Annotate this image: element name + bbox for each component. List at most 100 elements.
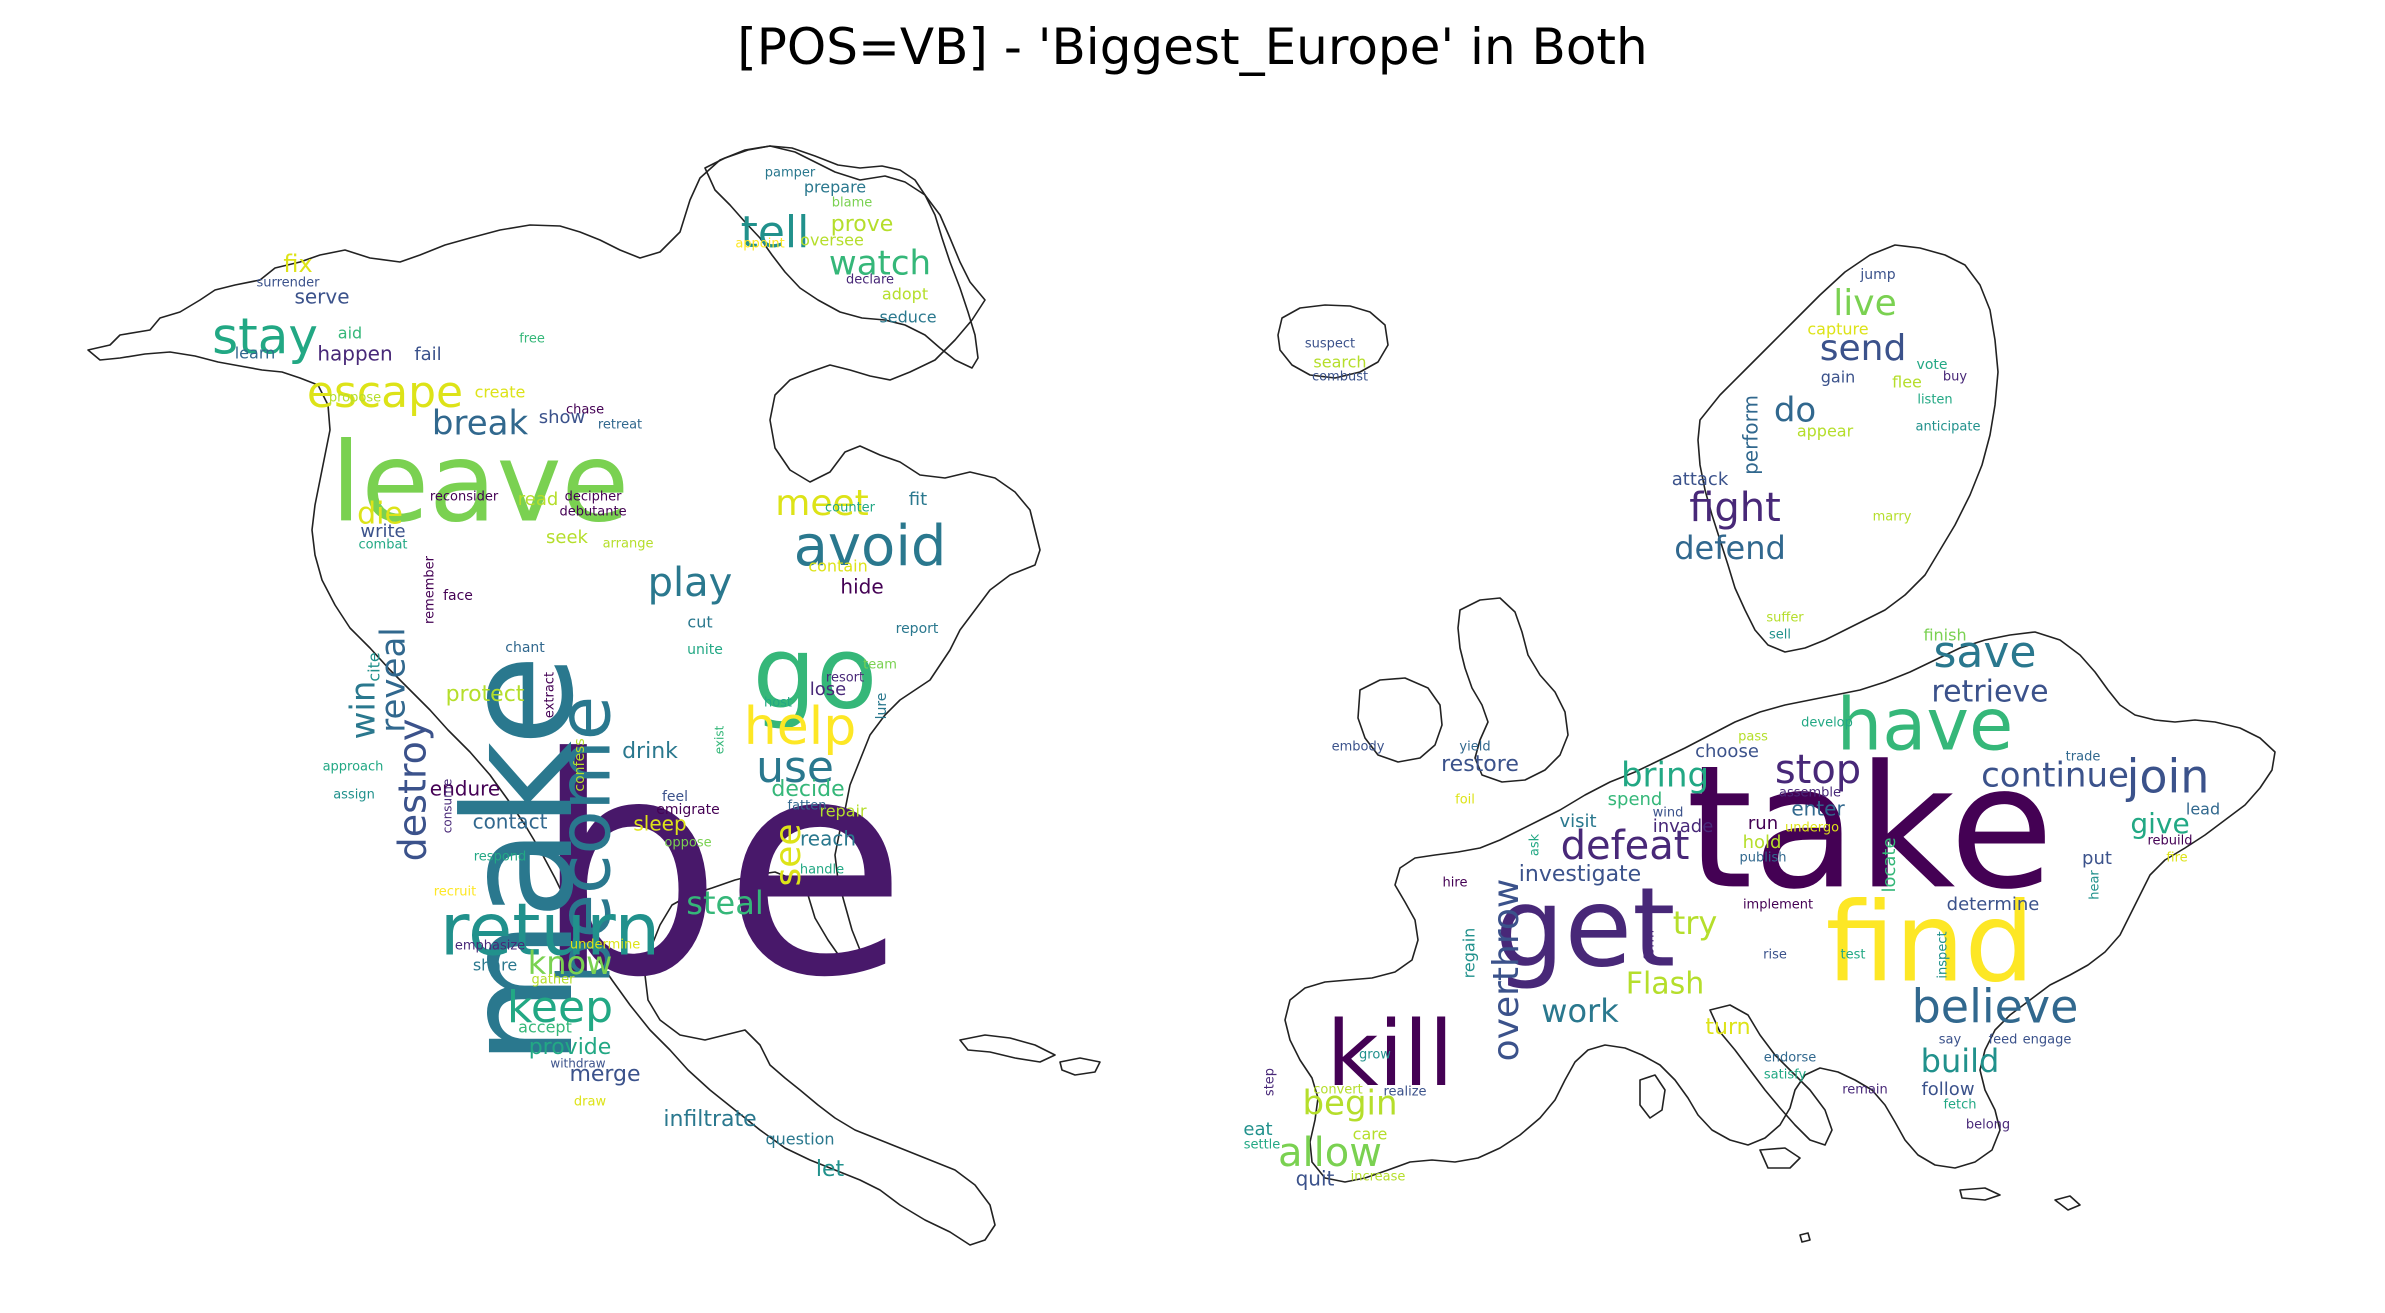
word-blame: blame — [832, 196, 873, 211]
word-handle: handle — [800, 863, 844, 878]
word-belong: belong — [1966, 1118, 2010, 1133]
word-quit: quit — [1296, 1167, 1335, 1191]
word-leave: leave — [331, 418, 629, 546]
word-help: help — [744, 697, 856, 757]
word-counter: counter — [825, 501, 876, 516]
word-search: search — [1313, 353, 1366, 372]
word-free: free — [519, 332, 545, 347]
word-let: let — [816, 1157, 845, 1182]
word-enter: enter — [1791, 797, 1845, 821]
word-say: say — [1939, 1033, 1962, 1048]
word-lose: lose — [810, 679, 846, 700]
word-make: make — [433, 654, 607, 1066]
word-lead: lead — [2186, 800, 2220, 819]
word-watch: watch — [829, 244, 931, 284]
great-britain-outline — [1457, 597, 1569, 783]
cyprus-outline — [2054, 1195, 2081, 1211]
word-regain: regain — [1460, 928, 1479, 979]
word-increase: increase — [1351, 1170, 1406, 1185]
word-adopt: adopt — [882, 285, 928, 304]
word-invade: invade — [1653, 816, 1714, 837]
word-listen: listen — [1917, 393, 1952, 408]
word-prove: prove — [831, 212, 894, 237]
word-live: live — [1833, 283, 1896, 324]
word-resort: resort — [826, 671, 864, 686]
word-overthrow: overthrow — [1486, 879, 1527, 1062]
malta-outline — [1799, 1232, 1811, 1243]
word-gather: gather — [532, 973, 576, 988]
word-remain: remain — [1842, 1083, 1888, 1098]
word-choose: choose — [1695, 741, 1759, 762]
word-gain: gain — [1821, 368, 1856, 387]
word-chant: chant — [505, 640, 545, 656]
word-suspect: suspect — [1305, 337, 1355, 352]
word-go: go — [753, 614, 878, 731]
word-fetch: fetch — [1943, 1098, 1976, 1113]
word-realize: realize — [1383, 1085, 1426, 1100]
word-put: put — [2082, 848, 2112, 869]
word-recruit: recruit — [434, 885, 477, 900]
word-run: run — [1748, 813, 1778, 834]
word-be: be — [533, 694, 908, 1043]
word-retrieve: retrieve — [1931, 675, 2048, 710]
word-fit: fit — [909, 489, 927, 510]
caribbean-outline — [959, 1034, 1056, 1063]
word-oversee: oversee — [800, 231, 864, 250]
word-withdraw: withdraw — [550, 1057, 605, 1071]
word-join: join — [2126, 750, 2210, 804]
word-publish: publish — [1740, 851, 1787, 866]
map-outlines — [87, 145, 2276, 1246]
word-decipher: decipher — [565, 490, 622, 505]
hispaniola-outline — [1059, 1057, 1101, 1076]
word-build: build — [1921, 1042, 2000, 1080]
word-ask: ask — [1528, 833, 1543, 856]
word-pamper: pamper — [765, 166, 816, 181]
word-win: win — [344, 681, 384, 740]
word-question: question — [765, 1130, 834, 1149]
word-feed: feed — [1989, 1033, 2018, 1048]
word-turn: turn — [1705, 1015, 1750, 1040]
word-break: break — [432, 404, 529, 444]
word-return: return — [440, 888, 660, 972]
word-investigate: investigate — [1519, 862, 1641, 887]
word-determine: determine — [1947, 894, 2040, 915]
word-fail: fail — [414, 344, 441, 365]
word-accept: accept — [518, 1018, 572, 1037]
word-stay: stay — [212, 308, 318, 366]
word-extract: extract — [543, 672, 558, 718]
word-develop: develop — [1801, 716, 1853, 731]
sicily-outline — [1759, 1147, 1801, 1169]
word-grow: grow — [1359, 1048, 1391, 1063]
word-remember: remember — [423, 555, 438, 624]
europe-mainland-outline — [1284, 631, 2276, 1183]
word-fire: fire — [2166, 851, 2187, 866]
word-capture: capture — [1807, 320, 1868, 339]
word-team: team — [863, 658, 897, 673]
word-marry: marry — [1873, 510, 1912, 525]
word-anticipate: anticipate — [1916, 420, 1981, 435]
word-engage: engage — [2023, 1033, 2072, 1048]
word-contact: contact — [473, 810, 548, 834]
word-assign: assign — [333, 788, 375, 803]
word-allow: allow — [1278, 1130, 1382, 1176]
word-merge: merge — [569, 1062, 640, 1087]
word-finish: finish — [1923, 626, 1966, 645]
word-destroy: destroy — [391, 719, 435, 862]
word-undermine: undermine — [570, 938, 640, 953]
word-work: work — [1541, 992, 1619, 1030]
word-contain: contain — [808, 557, 867, 576]
word-keep: keep — [507, 982, 613, 1033]
word-follow: follow — [1921, 1079, 1974, 1100]
word-spend: spend — [1608, 789, 1663, 810]
word-reach: reach — [800, 827, 856, 851]
word-serve: serve — [294, 285, 349, 309]
word-use: use — [756, 742, 834, 793]
word-convert: convert — [1313, 1083, 1362, 1098]
word-draw: draw — [574, 1095, 607, 1110]
word-share: share — [473, 956, 517, 975]
word-exist: exist — [713, 725, 727, 754]
word-read: read — [518, 489, 559, 510]
